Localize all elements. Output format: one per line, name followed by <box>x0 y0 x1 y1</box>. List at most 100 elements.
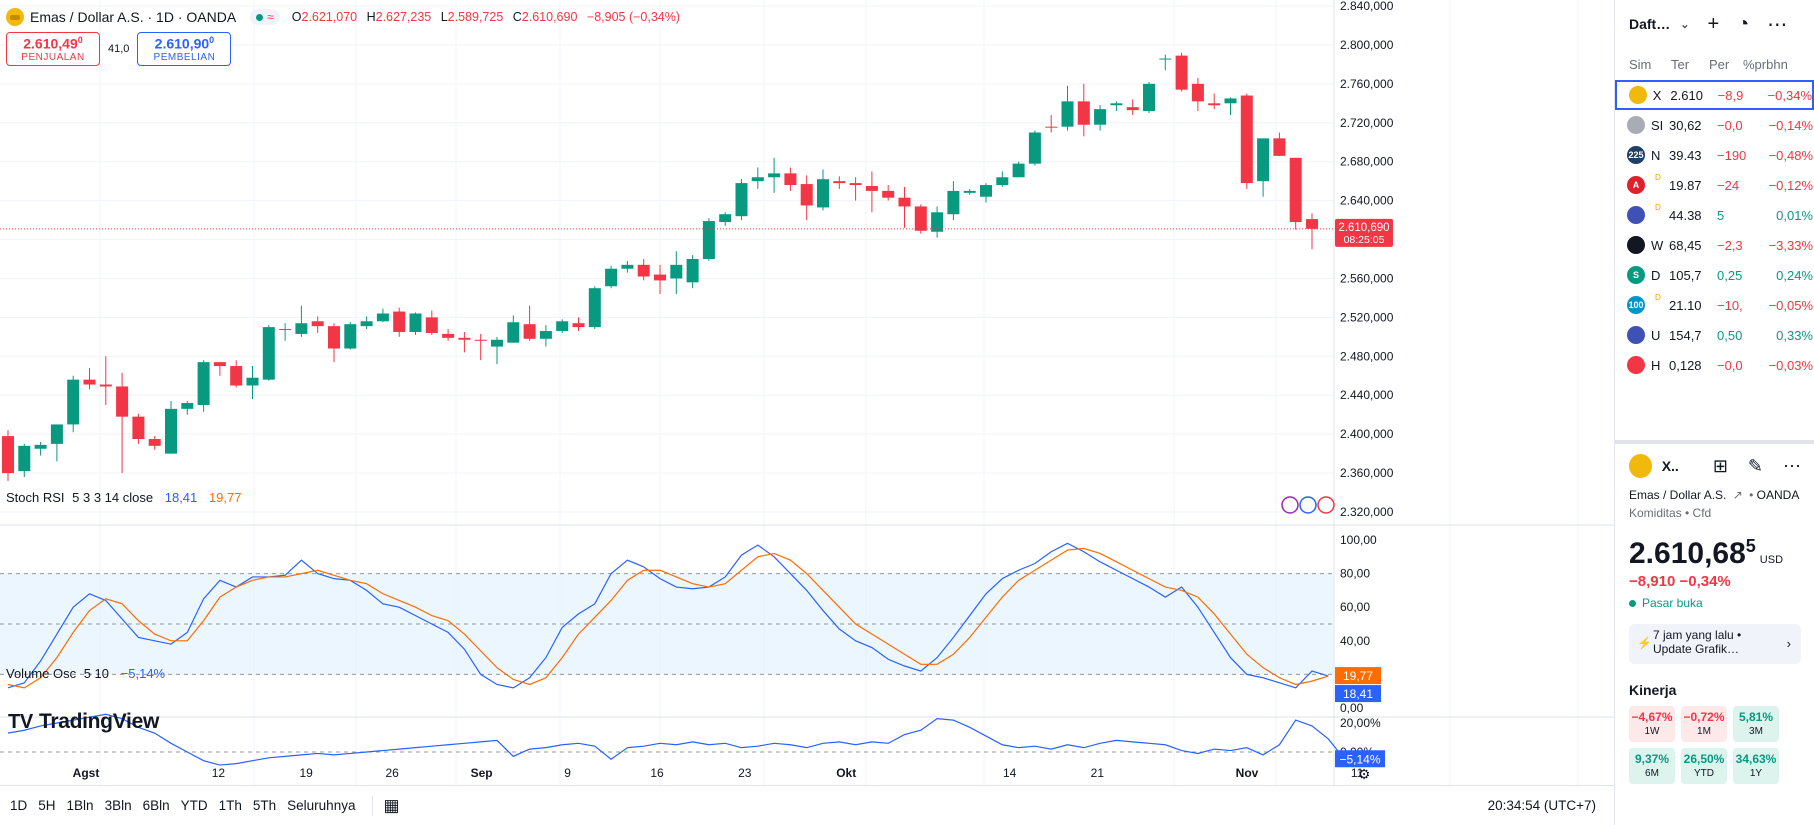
candle-body <box>116 386 129 417</box>
price-axis-label[interactable]: 2.760,000 <box>1340 77 1394 91</box>
event-marker-icon[interactable] <box>1281 496 1299 514</box>
watchlist-row[interactable]: 225 N 39.43 −190 −0,48% <box>1615 140 1814 170</box>
grid-icon[interactable]: ⊞ <box>1712 455 1728 476</box>
perf-cell[interactable]: 9,37% 6M <box>1629 748 1675 784</box>
stoch-axis-label[interactable]: 80,00 <box>1340 567 1370 581</box>
candle-body <box>360 321 373 327</box>
col-last[interactable]: Ter <box>1671 56 1690 72</box>
time-axis-label[interactable]: 19 <box>299 766 313 780</box>
stoch-axis-label[interactable]: 100,00 <box>1340 533 1377 547</box>
tf-1d[interactable]: 1D <box>10 798 28 813</box>
col-pct[interactable]: %prbhn <box>1743 56 1788 72</box>
market-status-pill[interactable]: ≈ <box>250 9 280 25</box>
price-axis-label[interactable]: 2.840,000 <box>1340 0 1394 13</box>
event-marker-icon[interactable] <box>1317 496 1335 514</box>
candle-body <box>637 264 650 277</box>
stoch-axis-label[interactable]: 0,00 <box>1340 701 1364 715</box>
news-card[interactable]: ⚡ 7 jam yang lalu • Update Grafik… › <box>1629 624 1801 664</box>
watchlist-row[interactable]: S D 105,7 0,25 0,24% <box>1615 260 1814 290</box>
price-axis-label[interactable]: 2.680,000 <box>1340 155 1394 169</box>
symbol-logo-icon <box>1627 116 1645 134</box>
stoch-axis-label[interactable]: 40,00 <box>1340 634 1370 648</box>
date-range-icon[interactable]: ▦ <box>383 795 400 815</box>
time-axis-label[interactable]: 21 <box>1091 766 1105 780</box>
watchlist-row[interactable]: A D 19.87 −24 −0,12% <box>1615 170 1814 200</box>
tf-1th[interactable]: 1Th <box>218 798 242 813</box>
time-axis-label[interactable]: Sep <box>471 766 493 780</box>
chart-area[interactable]: 2.840,000 2.800,000 2.760,000 2.720,000 2.68… <box>0 0 1614 785</box>
perf-cell[interactable]: −4,67% 1W <box>1629 706 1675 742</box>
stoch-rsi-legend[interactable]: Stoch RSI 5 3 3 14 close 18,41 19,77 <box>6 490 242 505</box>
row-change: −0,0 <box>1717 117 1743 133</box>
price-axis-label[interactable]: 2.320,000 <box>1340 505 1394 519</box>
settings-gear-icon[interactable]: ⚙ <box>1358 767 1371 783</box>
time-axis-label[interactable]: 14 <box>1003 766 1017 780</box>
time-axis-label[interactable]: 16 <box>650 766 664 780</box>
time-axis-label[interactable]: Okt <box>836 766 856 780</box>
more-icon[interactable]: ⋯ <box>1767 13 1788 36</box>
tradingview-logo[interactable]: TV TradingView <box>8 710 159 733</box>
pie-chart-icon[interactable]: ◔ <box>1737 12 1750 35</box>
price-axis-label[interactable]: 2.400,000 <box>1340 427 1394 441</box>
price-axis-label[interactable]: 2.480,000 <box>1340 349 1394 363</box>
perf-cell[interactable]: 5,81% 3M <box>1733 706 1779 742</box>
watchlist-title[interactable]: Daft… <box>1629 16 1671 32</box>
watchlist-row[interactable]: W 68,45 −2,3 −3,33% <box>1615 230 1814 260</box>
price-axis-label[interactable]: 2.640,000 <box>1340 194 1394 208</box>
perf-cell[interactable]: 26,50% YTD <box>1681 748 1727 784</box>
clock[interactable]: 20:34:54 (UTC+7) <box>1487 798 1596 813</box>
price-axis-label[interactable]: 2.560,000 <box>1340 271 1394 285</box>
perf-cell[interactable]: −0,72% 1M <box>1681 706 1727 742</box>
tf-5h[interactable]: 5H <box>38 798 56 813</box>
volume-osc-legend[interactable]: Volume Osc 5 10 −5,14% <box>6 666 166 681</box>
watchlist-row[interactable]: 100 D 21.10 −10, −0,05% <box>1615 290 1814 320</box>
time-axis-label[interactable]: 9 <box>564 766 571 780</box>
time-axis-label[interactable]: 12 <box>212 766 226 780</box>
stoch-k-tag <box>1335 685 1381 703</box>
col-change[interactable]: Per <box>1709 56 1730 72</box>
candle-body <box>833 181 846 184</box>
tf-6bln[interactable]: 6Bln <box>142 798 170 813</box>
watchlist-row[interactable]: SI 30,62 −0,0 −0,14% <box>1615 110 1814 140</box>
watchlist-row[interactable]: X 2.610 −8,9 −0,34% <box>1615 80 1814 110</box>
tf-ytd[interactable]: YTD <box>180 798 208 813</box>
candle-body <box>67 379 80 425</box>
time-axis-label[interactable]: Nov <box>1236 766 1259 780</box>
price-axis-label[interactable]: 2.720,000 <box>1340 116 1394 130</box>
more-icon[interactable]: ⋯ <box>1783 455 1801 476</box>
external-link-icon[interactable]: ↗ <box>1732 488 1743 502</box>
vol-axis-label[interactable]: 20,00% <box>1340 716 1381 730</box>
buy-button[interactable]: 2.610,900 PEMBELIAN <box>137 32 232 66</box>
candle-body <box>719 214 732 223</box>
price-axis-label[interactable]: 2.360,000 <box>1340 466 1394 480</box>
chevron-down-icon[interactable]: ⌄ <box>1680 18 1690 31</box>
add-symbol-icon[interactable]: + <box>1707 12 1720 35</box>
current-price-tag[interactable] <box>1335 218 1393 247</box>
sell-button[interactable]: 2.610,490 PENJUALAN <box>6 32 100 66</box>
tf-5th[interactable]: 5Th <box>252 798 277 813</box>
tf-3bln[interactable]: 3Bln <box>104 798 132 813</box>
perf-cell[interactable]: 34,63% 1Y <box>1733 748 1779 784</box>
watchlist-row[interactable]: H 0,128 −0,0 −0,03% <box>1615 350 1814 380</box>
price-axis-label[interactable]: 2.440,000 <box>1340 388 1394 402</box>
stoch-axis-label[interactable]: 60,00 <box>1340 600 1370 614</box>
symbol-title[interactable]: Emas / Dollar A.S. · 1D · OANDA <box>30 9 237 25</box>
price-axis-label[interactable]: 2.520,000 <box>1340 310 1394 324</box>
edit-icon[interactable]: ✎ <box>1747 455 1763 476</box>
time-axis-label[interactable]: 26 <box>385 766 399 780</box>
col-symbol[interactable]: Sim <box>1629 56 1652 72</box>
time-axis-label[interactable]: 23 <box>738 766 752 780</box>
time-axis-label[interactable]: 11 <box>1351 766 1364 780</box>
event-marker-icon[interactable] <box>1299 496 1317 514</box>
current-price-value: 2.610,690 <box>1338 222 1389 234</box>
candle-body <box>702 221 715 259</box>
watchlist-row[interactable]: U 154,7 0,50 0,33% <box>1615 320 1814 350</box>
time-axis-label[interactable]: Agst <box>73 766 100 780</box>
tf-1bln[interactable]: 1Bln <box>66 798 94 813</box>
tf-all[interactable]: Seluruhnya <box>287 798 356 813</box>
delayed-badge: D <box>1655 203 1661 212</box>
watchlist-row[interactable]: D 44.38 5 0,01% <box>1615 200 1814 230</box>
price-axis-label[interactable]: 2.800,000 <box>1340 38 1394 52</box>
vol-osc-line <box>7 713 1346 766</box>
chart-canvas[interactable]: 2.840,000 2.800,000 2.760,000 2.720,000 2.68… <box>0 0 1614 785</box>
